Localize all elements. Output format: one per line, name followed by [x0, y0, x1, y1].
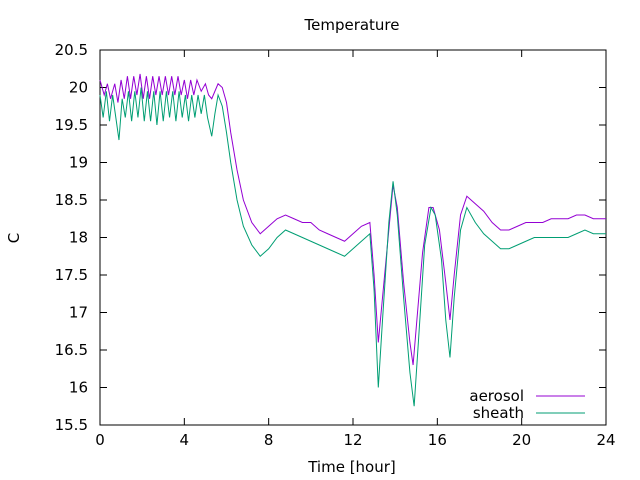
y-tick-label: 17.5 — [55, 266, 88, 284]
series-line-sheath — [99, 87, 606, 407]
chart-title: Temperature — [303, 16, 399, 34]
y-tick-label: 19 — [69, 154, 88, 172]
legend-label-aerosol: aerosol — [469, 387, 524, 405]
x-tick-label: 0 — [95, 431, 105, 449]
y-tick-label: 15.5 — [55, 416, 88, 434]
y-tick-label: 18 — [69, 229, 88, 247]
x-tick-label: 4 — [180, 431, 190, 449]
x-tick-label: 8 — [264, 431, 274, 449]
series-line-aerosol — [99, 73, 606, 366]
y-tick-label: 17 — [69, 304, 88, 322]
x-axis-ticks: 0 4 8 12 16 20 24 — [95, 50, 616, 449]
y-tick-label: 20.5 — [55, 41, 88, 59]
y-axis-label: C — [5, 233, 23, 243]
x-tick-label: 20 — [512, 431, 531, 449]
series-layer — [99, 73, 606, 407]
y-tick-label: 16 — [69, 379, 88, 397]
x-tick-label: 16 — [428, 431, 447, 449]
plot-border — [99, 49, 607, 426]
x-tick-label: 24 — [596, 431, 615, 449]
y-axis-ticks: 15.5 16 16.5 17 17.5 18 18.5 19 19.5 20 20.5 — [55, 41, 606, 434]
y-tick-label: 16.5 — [55, 341, 88, 359]
y-tick-label: 19.5 — [55, 116, 88, 134]
x-axis-label: Time [hour] — [307, 458, 396, 476]
y-tick-label: 18.5 — [55, 191, 88, 209]
plot-frame — [99, 49, 607, 426]
x-tick-label: 12 — [343, 431, 362, 449]
y-tick-label: 20 — [69, 79, 88, 97]
legend-label-sheath: sheath — [473, 404, 524, 422]
